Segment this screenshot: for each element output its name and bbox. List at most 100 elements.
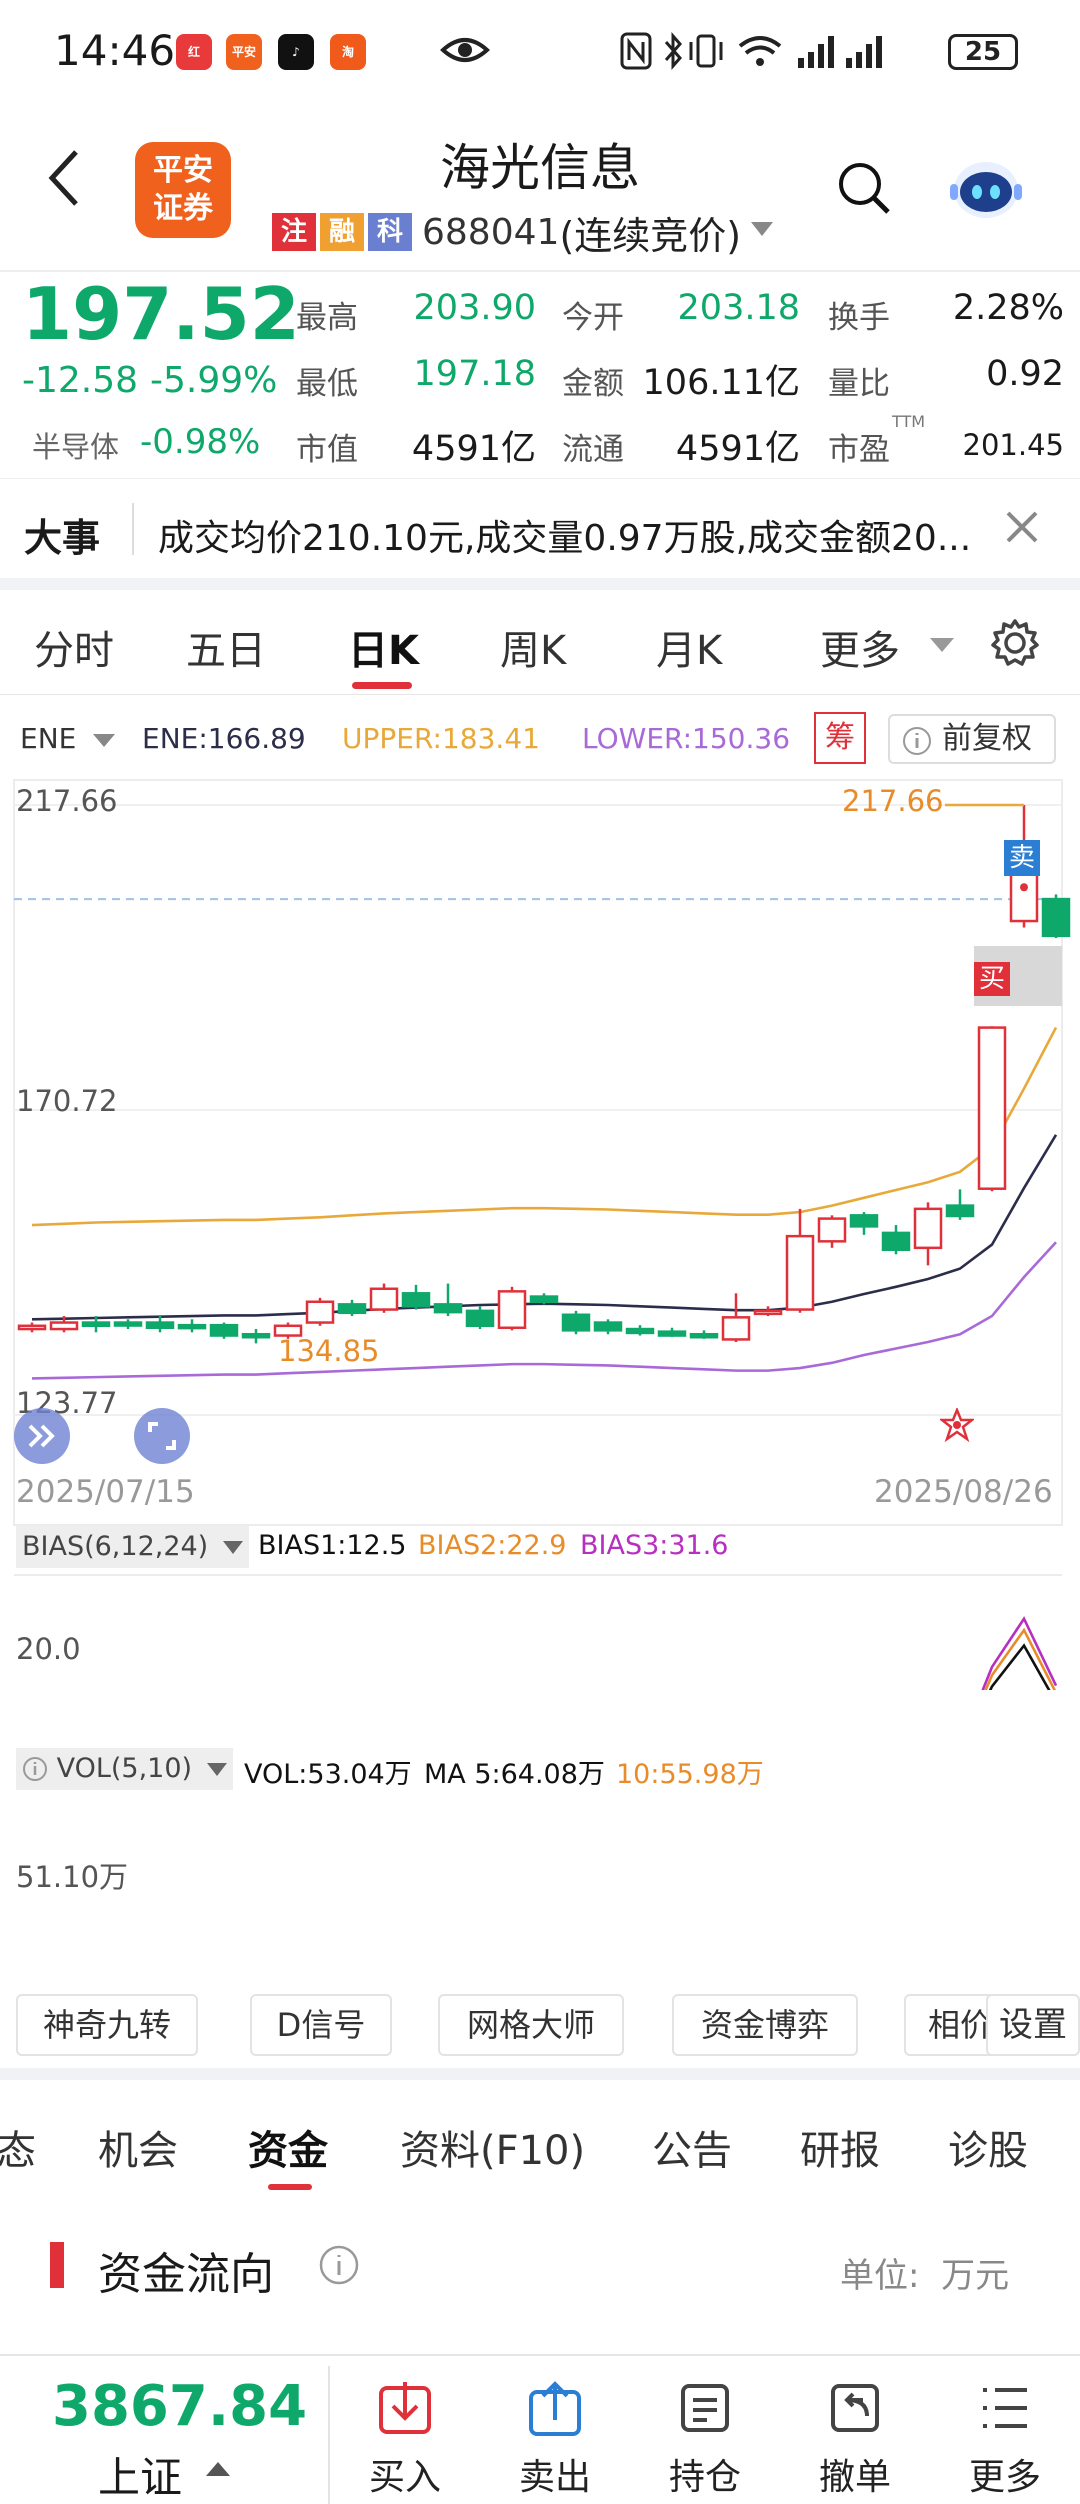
vol-tick: 51.10万 <box>16 1860 129 1894</box>
index-value[interactable]: 3867.84 <box>52 2374 308 2439</box>
bias1-value: BIAS1:12.5 <box>258 1530 407 1561</box>
status-time: 14:46 <box>54 26 176 75</box>
info-tab-1[interactable]: 机会 <box>98 2128 178 2174</box>
news-text[interactable]: 成交均价210.10元,成交量0.97万股,成交金额20... <box>158 518 972 559</box>
index-name[interactable]: 上证 <box>98 2453 183 2502</box>
candle-body <box>113 1321 143 1327</box>
adjust-button[interactable]: 前复权 <box>888 714 1056 764</box>
sector-name[interactable]: 半导体 <box>32 430 120 464</box>
ene-line <box>31 1134 1058 1321</box>
tool-d-signal[interactable]: D信号 <box>250 1994 392 2056</box>
candle-body <box>529 1295 559 1304</box>
back-icon[interactable] <box>44 148 84 208</box>
news-ticker[interactable]: 大事 成交均价210.10元,成交量0.97万股,成交金额20... <box>0 478 1080 578</box>
fullscreen-icon[interactable] <box>134 1408 190 1464</box>
candle-body <box>369 1287 399 1311</box>
period-tab-4[interactable]: 月K <box>656 628 723 674</box>
low-value: 197.18 <box>413 354 536 394</box>
candle-body <box>753 1309 783 1316</box>
sell-button[interactable]: 卖出 <box>480 2356 630 2504</box>
news-divider <box>132 503 134 555</box>
star-icon[interactable] <box>938 1406 976 1443</box>
trade-dot <box>1020 883 1028 892</box>
candle-body <box>785 1234 815 1311</box>
positions-button[interactable]: 持仓 <box>630 2356 780 2504</box>
signal-icon-1 <box>798 36 834 68</box>
info-tab-3[interactable]: 资料(F10) <box>400 2128 586 2174</box>
stock-code: 688041 <box>422 211 560 253</box>
indicator-selector[interactable]: ENE <box>20 722 116 755</box>
caret-up-icon[interactable] <box>206 2460 230 2480</box>
buy-button[interactable]: 买入 <box>330 2356 480 2504</box>
info-icon[interactable] <box>318 2244 360 2286</box>
candle-body <box>209 1323 239 1337</box>
candle-body <box>465 1309 495 1328</box>
candle-body <box>305 1300 335 1324</box>
settings-gear-icon[interactable] <box>990 618 1040 668</box>
mcap-label: 市值 <box>296 432 358 468</box>
quote-panel: 197.52 -12.58 -5.99% 半导体 -0.98% 最高 最低 市值… <box>0 270 1080 475</box>
period-tab-1[interactable]: 五日 <box>186 628 266 674</box>
float-label: 流通 <box>562 432 624 468</box>
period-tab-2[interactable]: 日K <box>348 628 419 674</box>
info-tab-0[interactable]: 态 <box>0 2128 36 2174</box>
open-label: 今开 <box>562 300 624 336</box>
tool-grid-master[interactable]: 网格大师 <box>438 1994 624 2056</box>
upper-line <box>31 1026 1058 1227</box>
stock-subtitle[interactable]: 注 融 科 688041 (连续竞价) <box>272 210 774 258</box>
status-bar: 14:46 红平安 ♪ 淘 25 <box>0 0 1080 100</box>
section-accent <box>50 2242 64 2288</box>
tag-ke: 科 <box>368 213 412 251</box>
cancel-order-button[interactable]: 撤单 <box>780 2356 930 2504</box>
date-end: 2025/08/26 <box>874 1474 1053 1510</box>
expand-left-icon[interactable] <box>14 1408 70 1464</box>
candle-body <box>881 1231 911 1252</box>
period-tab-5[interactable]: 更多 <box>820 628 900 674</box>
fund-flow-title: 资金流向 <box>98 2249 274 2300</box>
more-dropdown-icon[interactable] <box>930 638 954 658</box>
kline-chart[interactable] <box>0 775 1080 1690</box>
info-tab-5[interactable]: 研报 <box>800 2128 880 2174</box>
fund-flow-section: 资金流向 单位: 万元 <box>0 2200 1080 2350</box>
sell-marker[interactable]: 卖 <box>1004 840 1040 876</box>
tool-fund-game[interactable]: 资金博弈 <box>672 1994 858 2056</box>
pe-value: 201.45 <box>962 428 1064 462</box>
period-tab-0[interactable]: 分时 <box>34 628 114 674</box>
close-icon[interactable] <box>1004 509 1040 545</box>
period-tabs: 分时 五日 日K 周K 月K 更多 <box>0 590 1080 695</box>
signal-icon-2 <box>846 36 882 68</box>
candle-body <box>689 1332 719 1339</box>
chip-button[interactable]: 筹 <box>814 712 866 764</box>
buy-marker[interactable]: 买 <box>974 962 1010 996</box>
robot-assistant-icon[interactable] <box>946 148 1026 228</box>
info-tabs: 态 机会 资金 资料(F10) 公告 研报 诊股 <box>0 2080 1080 2200</box>
float-value: 4591亿 <box>675 429 800 469</box>
search-icon[interactable] <box>836 160 892 216</box>
app-icon-2: 平安 <box>226 34 262 70</box>
broker-logo[interactable]: 平安 证券 <box>135 142 231 238</box>
vibrate-icon <box>689 34 723 68</box>
more-button[interactable]: 更多 <box>930 2356 1080 2504</box>
bias3-value: BIAS3:31.6 <box>580 1530 729 1561</box>
vol-selector[interactable]: VOL(5,10) <box>16 1748 233 1790</box>
ma5-value: MA 5:64.08万 <box>424 1759 605 1790</box>
candle-body <box>561 1313 591 1332</box>
period-tab-3[interactable]: 周K <box>500 628 567 674</box>
kline-chart-area[interactable]: ENE ENE:166.89 UPPER:183.41 LOWER:150.36… <box>0 700 1080 1990</box>
vol-ratio-label: 量比 <box>828 366 890 402</box>
stock-name: 海光信息 <box>440 139 640 197</box>
status-icons <box>620 30 960 72</box>
info-icon <box>902 724 932 770</box>
lower-line <box>31 1241 1057 1380</box>
bias2-value: BIAS2:22.9 <box>418 1530 567 1561</box>
tool-settings[interactable]: 设置 <box>986 1994 1080 2056</box>
info-tab-2[interactable]: 资金 <box>248 2128 328 2174</box>
bias-selector[interactable]: BIAS(6,12,24) <box>16 1526 249 1568</box>
info-tab-4[interactable]: 公告 <box>652 2128 732 2174</box>
more-menu-icon <box>983 2388 1027 2428</box>
dropdown-icon[interactable] <box>751 222 774 242</box>
high-price-label: 217.66 <box>842 784 944 818</box>
tool-nine-turn[interactable]: 神奇九转 <box>16 1994 198 2056</box>
info-tab-6[interactable]: 诊股 <box>948 2128 1028 2174</box>
bias-tick: 20.0 <box>16 1632 81 1666</box>
